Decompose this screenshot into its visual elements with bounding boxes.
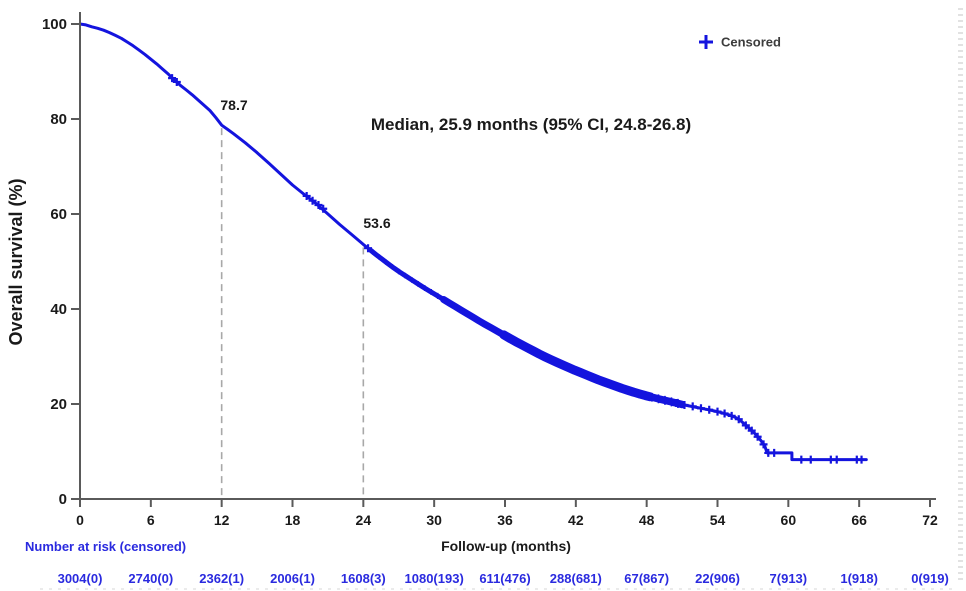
censor-mark (734, 415, 743, 424)
censor-mark (770, 448, 779, 457)
x-tick-label: 60 (781, 512, 797, 528)
dense-censor-band (499, 330, 655, 402)
number-at-risk-value: 2006(1) (270, 571, 315, 586)
y-axis-title: Overall survival (%) (6, 178, 26, 345)
x-tick-label: 24 (356, 512, 372, 528)
x-tick-label: 36 (497, 512, 513, 528)
number-at-risk-value: 288(681) (550, 571, 602, 586)
x-tick-label: 66 (851, 512, 867, 528)
number-at-risk-header: Number at risk (censored) (25, 539, 186, 554)
number-at-risk-value: 2740(0) (128, 571, 173, 586)
number-at-risk-value: 22(906) (695, 571, 740, 586)
y-tick-label: 0 (59, 491, 67, 508)
ref-label-24mo: 53.6 (363, 215, 390, 231)
number-at-risk-value: 3004(0) (58, 571, 103, 586)
x-tick-label: 18 (285, 512, 301, 528)
censor-mark (168, 74, 177, 83)
censor-mark (832, 455, 841, 464)
number-at-risk-value: 1608(3) (341, 571, 386, 586)
censor-mark (720, 409, 729, 418)
censor-mark (705, 405, 714, 414)
censor-mark (797, 455, 806, 464)
censor-mark (172, 77, 181, 86)
censor-mark (741, 421, 750, 430)
censor-mark (747, 426, 756, 435)
y-tick-label: 20 (50, 396, 67, 413)
legend-label: Censored (721, 35, 781, 50)
censor-mark (680, 400, 689, 409)
censor-mark (314, 200, 323, 209)
x-tick-label: 6 (147, 512, 155, 528)
censor-mark (302, 191, 311, 200)
censor-mark (806, 455, 815, 464)
number-at-risk-value: 611(476) (479, 571, 530, 586)
censor-mark (319, 204, 328, 213)
x-tick-label: 72 (922, 512, 938, 528)
x-axis-title: Follow-up (months) (441, 538, 571, 554)
ref-label-12mo: 78.7 (220, 97, 247, 113)
x-tick-label: 0 (76, 512, 84, 528)
x-tick-label: 54 (710, 512, 726, 528)
y-tick-label: 100 (42, 16, 67, 33)
y-tick-label: 80 (50, 111, 67, 128)
number-at-risk-value: 7(913) (770, 571, 808, 586)
censor-mark (688, 402, 697, 411)
x-tick-label: 42 (568, 512, 584, 528)
number-at-risk-value: 0(919) (911, 571, 949, 586)
y-tick-label: 60 (50, 206, 67, 223)
censor-mark (308, 196, 317, 205)
censor-mark (713, 407, 722, 416)
number-at-risk-value: 67(867) (624, 571, 669, 586)
number-at-risk-value: 1(918) (840, 571, 878, 586)
x-tick-label: 12 (214, 512, 230, 528)
censor-mark (672, 399, 681, 408)
number-at-risk-value: 2362(1) (199, 571, 244, 586)
censor-mark (857, 455, 866, 464)
censor-mark (759, 440, 768, 449)
median-annotation: Median, 25.9 months (95% CI, 24.8-26.8) (371, 115, 691, 134)
censor-mark (727, 411, 736, 420)
x-tick-label: 30 (426, 512, 442, 528)
censor-mark (753, 432, 762, 441)
number-at-risk-value: 1080(193) (405, 571, 464, 586)
censor-mark (696, 404, 705, 413)
x-tick-label: 48 (639, 512, 655, 528)
censor-mark (364, 244, 373, 253)
censored-plus-icon (699, 35, 713, 49)
survival-curve (78, 22, 868, 462)
y-tick-label: 40 (50, 301, 67, 318)
